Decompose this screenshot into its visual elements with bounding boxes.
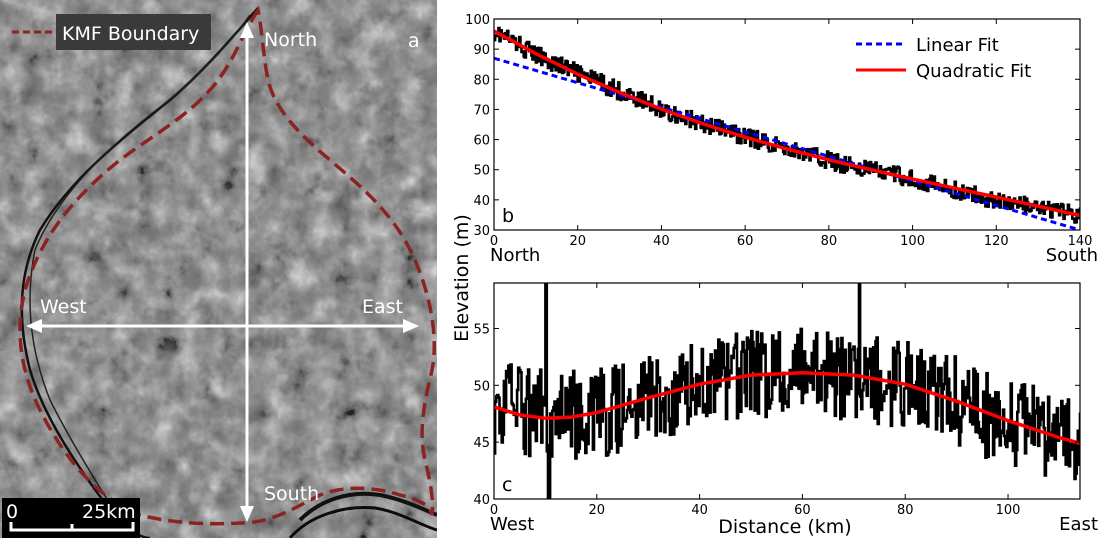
shared-xlabel: Distance (km) [718,516,851,538]
series-elevation-profile-b [494,26,1080,224]
x-tick-label-60: 60 [737,234,754,249]
panel-label-b: b [502,205,514,227]
y-tick-label-50: 50 [473,164,490,179]
scale-end-label: 25km [82,501,136,523]
x-end-label-b: South [1046,245,1098,266]
east-label: East [362,296,403,318]
plot-area-b [494,26,1080,230]
x-tick-label-0: 0 [490,234,498,249]
y-tick-label-60: 60 [473,134,490,149]
scale-start-label: 0 [6,501,18,523]
series-elevation-profile-c [494,283,1080,499]
y-tick-label-100: 100 [465,13,490,28]
north-south-profile-chart: 0 20 40 60 80 100 120 140 30 40 50 60 70 80 90 100 b Nort… [465,13,1098,266]
shared-ylabel: Elevation (m) [451,214,473,342]
x-tick-label-60: 60 [794,503,811,518]
west-east-arrow [26,319,419,333]
x-tick-label-40: 40 [691,503,708,518]
x-tick-label-120: 120 [984,234,1009,249]
y-tick-label-90: 90 [473,43,490,58]
river-south [298,491,437,522]
chart-b-legend: Linear Fit Quadratic Fit [856,35,1031,82]
plot-area-c [494,283,1080,499]
x-tick-label-20: 20 [589,503,606,518]
north-south-arrow [240,22,254,522]
legend-label: KMF Boundary [62,23,199,45]
series-quadratic-fit-b [494,29,1080,218]
plot-frame-c [493,282,1081,500]
x-tick-label-100: 100 [996,503,1021,518]
x-tick-label-40: 40 [653,234,670,249]
x-tick-label-80: 80 [897,503,914,518]
y-tick-label-45: 45 [473,436,490,451]
y-tick-label-40: 40 [473,194,490,209]
map-legend-box [56,14,211,50]
x-start-label-c: West [490,514,534,535]
south-label: South [264,483,319,505]
series-fit-c [494,371,1080,445]
x-tick-label-20: 20 [569,234,586,249]
y-tick-label-50: 50 [473,379,490,394]
river-west-2 [29,14,251,521]
scale-bar [9,522,135,532]
x-tick-label-140: 140 [1068,234,1093,249]
x-tick-label-100: 100 [900,234,925,249]
west-east-profile-chart: 0 20 40 60 80 100 40 45 50 55 c West East [473,282,1098,535]
river-south-2 [288,505,437,538]
legend-entry-linear-fit: Linear Fit [916,35,999,56]
x-tick-label-80: 80 [821,234,838,249]
y-tick-label-70: 70 [473,103,490,118]
y-tick-label-55: 55 [473,322,490,337]
series-linear-fit-b [494,56,1080,230]
panel-label-c: c [502,474,512,496]
west-label: West [40,296,87,318]
kmf-boundary-line [18,5,437,526]
y-tick-label-40: 40 [473,493,490,508]
x-tick-label-0: 0 [490,503,498,518]
map-terrain [0,0,437,538]
y-tick-label-30: 30 [473,224,490,239]
panel-label-a: a [408,30,420,52]
plot-frame-b [493,18,1081,231]
north-label: North [264,29,317,51]
legend-entry-quadratic-fit: Quadratic Fit [916,61,1031,82]
x-end-label-c: East [1059,514,1098,535]
x-start-label-b: North [490,245,540,266]
satellite-map: KMF Boundary a North South West East 0 2… [0,0,437,538]
y-tick-label-80: 80 [473,73,490,88]
